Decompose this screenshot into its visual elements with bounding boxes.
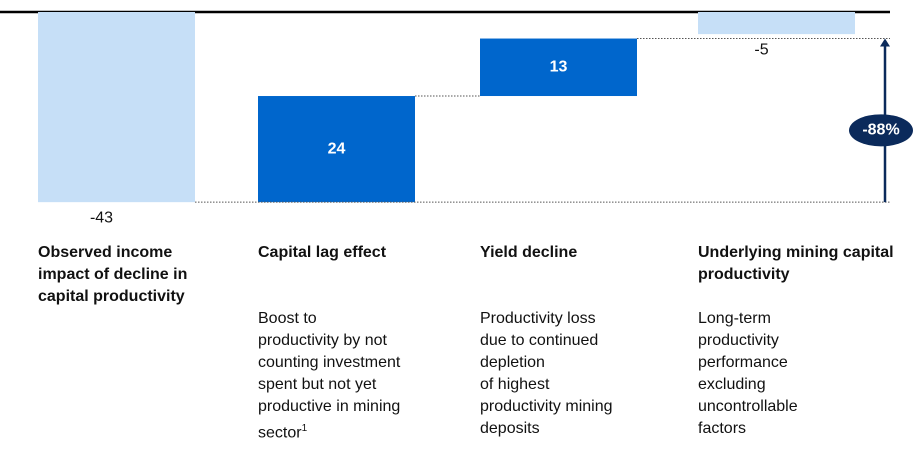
bar bbox=[698, 12, 855, 35]
category-label: Observed income impact of decline in cap… bbox=[38, 244, 188, 305]
description-line: uncontrollable bbox=[698, 398, 798, 415]
value-label: 24 bbox=[328, 140, 346, 157]
description-line: sector1 bbox=[258, 423, 308, 442]
description: Productivity loss due to continued depleti… bbox=[480, 308, 613, 440]
description-line: counting investment bbox=[258, 354, 401, 371]
description-line: productive in mining bbox=[258, 398, 401, 415]
value-label: 13 bbox=[550, 58, 568, 75]
bar bbox=[258, 96, 415, 203]
description-line: due to continued bbox=[480, 332, 599, 349]
footnote-marker: 1 bbox=[301, 423, 308, 434]
description-line: productivity mining bbox=[480, 398, 613, 415]
description-line: Long-term bbox=[698, 310, 771, 327]
description-line: performance bbox=[698, 354, 788, 371]
description-line: spent but not yet bbox=[258, 376, 377, 393]
bar bbox=[480, 38, 637, 97]
bar bbox=[38, 12, 195, 203]
description-line: factors bbox=[698, 420, 747, 437]
description-line: productivity by not bbox=[258, 332, 387, 349]
value-label: -5 bbox=[754, 41, 768, 58]
description-line: productivity bbox=[698, 332, 779, 349]
description-line: Productivity loss bbox=[480, 310, 596, 327]
description-line: depletion bbox=[480, 354, 545, 371]
value-label: -43 bbox=[90, 209, 113, 226]
description: Long-term productivity performance excludin… bbox=[698, 308, 798, 440]
description: Boost to productivity by not counting inve… bbox=[258, 308, 400, 444]
annotation: -88% bbox=[862, 122, 899, 139]
description-line: of highest bbox=[480, 376, 550, 393]
category-label: Underlying mining capital productivity bbox=[698, 244, 894, 283]
category-label: Yield decline bbox=[480, 244, 578, 261]
description-line: deposits bbox=[480, 420, 540, 437]
category-label: Capital lag effect bbox=[258, 244, 387, 261]
arrow-head bbox=[880, 38, 890, 47]
description-line: Boost to bbox=[258, 310, 317, 327]
annotation-badge bbox=[849, 114, 913, 147]
description-line: excluding bbox=[698, 376, 766, 393]
